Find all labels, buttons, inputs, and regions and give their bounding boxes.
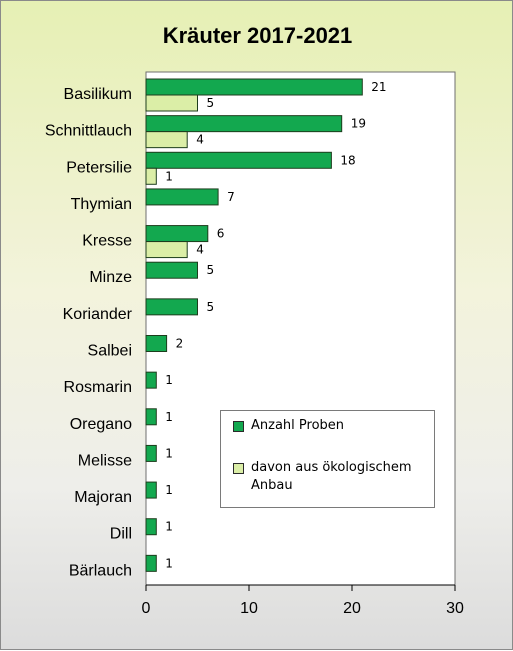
bar-anzahl-proben-rosmarin [145,371,157,389]
bar-anzahl-proben-majoran [145,481,157,499]
category-label-dill: Dill [110,526,132,543]
x-tick-label-20: 20 [343,600,361,617]
category-label-oregano: Oregano [70,416,132,433]
value-label-oekologisch-basilikum: 5 [207,96,215,110]
value-label-anzahl-proben-thymian: 7 [227,190,235,204]
category-label-koriander: Koriander [63,306,133,323]
category-label-rosmarin: Rosmarin [64,379,132,396]
value-label-anzahl-proben-majoran: 1 [165,483,173,497]
value-label-oekologisch-kresse: 4 [196,243,204,257]
value-label-anzahl-proben-baerlauch: 1 [165,556,173,570]
value-label-anzahl-proben-rosmarin: 1 [165,373,173,387]
value-label-anzahl-proben-salbei: 2 [176,337,184,351]
category-label-melisse: Melisse [78,452,132,469]
bar-anzahl-proben-thymian [145,188,219,206]
bar-anzahl-proben-minze [145,261,198,279]
value-label-anzahl-proben-dill: 1 [165,520,173,534]
legend-item-anzahl-proben: Anzahl Proben [233,417,421,435]
value-label-anzahl-proben-oregano: 1 [165,410,173,424]
value-label-anzahl-proben-basilikum: 21 [371,80,386,94]
category-label-majoran: Majoran [74,489,132,506]
legend-label-oekologisch: davon aus ökologischem Anbau [251,460,412,493]
value-label-oekologisch-petersilie: 1 [165,169,173,183]
legend-swatch-oekologisch [233,463,244,474]
plot-area [145,71,456,586]
bar-anzahl-proben-salbei [145,335,168,352]
category-label-baerlauch: Bärlauch [69,562,132,579]
category-label-salbei: Salbei [88,343,132,360]
bar-oekologisch-kresse [145,241,188,259]
value-label-anzahl-proben-minze: 5 [207,263,215,277]
bar-oekologisch-schnittlauch [145,131,188,149]
legend-swatch-anzahl-proben [233,421,244,432]
value-label-anzahl-proben-kresse: 6 [217,227,225,241]
bar-anzahl-proben-baerlauch [145,554,157,572]
value-label-anzahl-proben-koriander: 5 [207,300,215,314]
value-label-anzahl-proben-schnittlauch: 19 [351,117,366,131]
bar-anzahl-proben-melisse [145,444,157,462]
category-label-petersilie: Petersilie [66,159,132,176]
category-label-kresse: Kresse [82,233,132,250]
x-tick-label-10: 10 [240,600,258,617]
bar-anzahl-proben-dill [145,518,157,536]
bar-anzahl-proben-petersilie [145,151,332,169]
value-label-anzahl-proben-melisse: 1 [165,446,173,460]
category-label-thymian: Thymian [71,196,132,213]
bar-oekologisch-basilikum [145,94,198,112]
value-label-oekologisch-schnittlauch: 4 [196,133,204,147]
value-label-anzahl-proben-petersilie: 18 [340,153,355,167]
x-tick-label-30: 30 [446,600,464,617]
bar-anzahl-proben-oregano [145,408,157,426]
chart-title: Kräuter 2017-2021 [162,23,353,48]
legend-item-oekologisch: davon aus ökologischem Anbau [233,459,421,495]
bar-anzahl-proben-koriander [145,298,198,316]
bar-anzahl-proben-kresse [145,225,209,243]
category-label-basilikum: Basilikum [64,86,132,103]
bar-anzahl-proben-schnittlauch [145,115,343,133]
bar-oekologisch-petersilie [145,167,157,185]
x-tick-label-0: 0 [142,600,151,617]
legend-label-anzahl-proben: Anzahl Proben [251,418,345,433]
category-label-schnittlauch: Schnittlauch [45,123,132,140]
category-label-minze: Minze [89,269,132,286]
legend: Anzahl Proben davon aus ökologischem Anb… [220,410,435,508]
bar-anzahl-proben-basilikum [145,78,363,96]
